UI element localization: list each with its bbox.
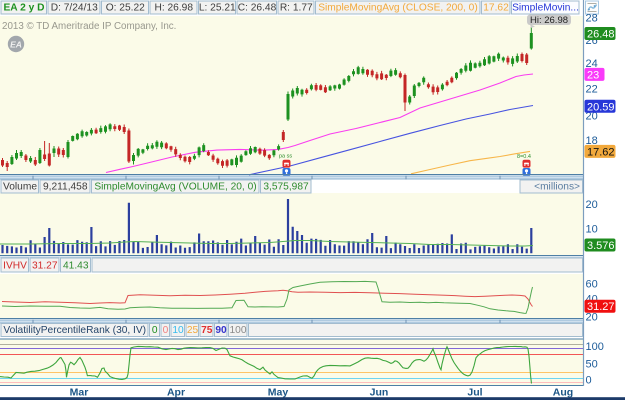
svg-text:26.48: 26.48 (587, 29, 615, 41)
svg-text:23: 23 (587, 69, 599, 81)
svg-text:20: 20 (586, 111, 598, 123)
svg-text:24: 24 (586, 58, 598, 70)
svg-text:0: 0 (152, 325, 158, 336)
svg-text:SimpleMovingAvg (CLOSE, 200, 0: SimpleMovingAvg (CLOSE, 200, 0) (318, 3, 478, 14)
svg-text:90: 90 (215, 325, 227, 336)
svg-text:18: 18 (586, 135, 598, 147)
svg-text:H: 26.98: H: 26.98 (154, 3, 193, 14)
svg-text:50: 50 (586, 359, 598, 371)
svg-text:VolatilityPercentileRank (30,: VolatilityPercentileRank (30, IV) (3, 325, 146, 336)
svg-text:SimpleMovingAvg (VOLUME, 20, 0: SimpleMovingAvg (VOLUME, 20, 0) (94, 182, 256, 193)
svg-text:75: 75 (201, 325, 213, 336)
svg-text:31.27: 31.27 (32, 261, 58, 272)
svg-text:17.62: 17.62 (483, 3, 509, 14)
svg-text:IVHV: IVHV (3, 261, 27, 272)
svg-text:28: 28 (586, 13, 598, 25)
svg-text:20: 20 (586, 312, 598, 324)
svg-text:100: 100 (586, 341, 604, 353)
svg-text:SimpleMovin...: SimpleMovin... (512, 3, 579, 14)
svg-text:20.59: 20.59 (587, 101, 615, 113)
svg-text:pa ss: pa ss (279, 154, 292, 160)
svg-text:Hi: 26.98: Hi: 26.98 (530, 15, 568, 26)
svg-text:D: 7/24/13: D: 7/24/13 (51, 3, 98, 14)
svg-text:10: 10 (586, 224, 598, 236)
svg-text:EA: EA (10, 39, 22, 49)
svg-text:9,211,458: 9,211,458 (43, 182, 88, 193)
svg-text:0: 0 (586, 375, 592, 387)
svg-text:C: 26.48: C: 26.48 (238, 3, 277, 14)
svg-text:3,575,987: 3,575,987 (263, 182, 309, 193)
svg-text:R: 1.77: R: 1.77 (280, 3, 313, 14)
svg-text:8=0.4: 8=0.4 (517, 154, 531, 160)
svg-text:2013 © TD Ameritrade IP Compan: 2013 © TD Ameritrade IP Company, Inc. (2, 21, 176, 32)
svg-text:Volume: Volume (3, 182, 37, 193)
svg-text:10: 10 (172, 325, 184, 336)
svg-text:25: 25 (187, 325, 199, 336)
svg-text:3.576: 3.576 (587, 240, 615, 252)
svg-text:EA 2 y D: EA 2 y D (4, 3, 45, 14)
svg-text:Apr: Apr (167, 387, 185, 399)
svg-text:O: 25.22: O: 25.22 (106, 3, 145, 14)
svg-text:17.62: 17.62 (587, 146, 615, 158)
svg-text:41.43: 41.43 (63, 261, 89, 272)
svg-text:22: 22 (586, 84, 598, 96)
svg-text:31.27: 31.27 (587, 301, 615, 313)
svg-text:Jul: Jul (467, 387, 482, 399)
svg-text:<millions>: <millions> (534, 182, 580, 193)
svg-text:L: 25.21: L: 25.21 (199, 3, 236, 14)
svg-text:20: 20 (586, 199, 598, 211)
svg-text:0: 0 (163, 325, 169, 336)
svg-text:Jun: Jun (370, 387, 389, 399)
svg-text:60: 60 (586, 279, 598, 291)
svg-text:Aug: Aug (553, 387, 573, 399)
svg-text:100: 100 (230, 325, 247, 336)
svg-text:May: May (268, 387, 289, 399)
svg-text:Mar: Mar (70, 387, 89, 399)
